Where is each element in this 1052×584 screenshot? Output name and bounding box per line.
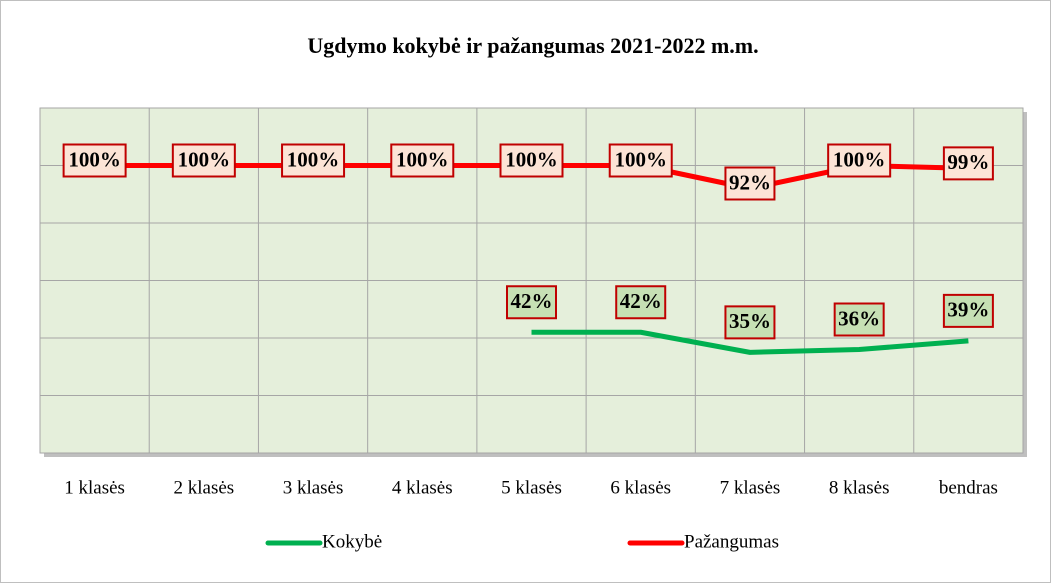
- data-label: 100%: [614, 147, 667, 171]
- data-label-box: [942, 146, 994, 181]
- data-label: 100%: [287, 147, 340, 171]
- data-label: 100%: [833, 147, 886, 171]
- data-label: 39%: [947, 298, 989, 322]
- data-label-box: [608, 143, 673, 178]
- data-label-box: [833, 302, 885, 337]
- data-label: 35%: [729, 309, 771, 333]
- x-tick-label: 6 klasės: [610, 477, 671, 498]
- data-label-box: [506, 285, 557, 320]
- data-label-box: [499, 143, 564, 178]
- data-label-box: [62, 143, 127, 178]
- data-label: 42%: [620, 289, 662, 313]
- legend-label: Pažangumas: [684, 531, 779, 552]
- data-label: 100%: [178, 147, 231, 171]
- data-label: 100%: [505, 147, 558, 171]
- data-label-box: [615, 285, 667, 320]
- data-label: 100%: [396, 147, 449, 171]
- x-tick-label: 4 klasės: [392, 477, 453, 498]
- x-tick-label: 3 klasės: [283, 477, 344, 498]
- data-label: 99%: [947, 150, 989, 174]
- data-label-box: [171, 143, 236, 178]
- x-tick-label: 2 klasės: [173, 477, 234, 498]
- x-tick-label: 1 klasės: [64, 477, 125, 498]
- data-label: 92%: [729, 170, 771, 194]
- x-tick-label: 5 klasės: [501, 477, 562, 498]
- x-tick-label: 8 klasės: [829, 477, 890, 498]
- data-label: 100%: [68, 147, 121, 171]
- data-label-box: [942, 293, 994, 328]
- data-label: 42%: [511, 289, 553, 313]
- data-label-box: [390, 143, 455, 178]
- x-tick-label: bendras: [939, 477, 998, 498]
- x-tick-label: 7 klasės: [720, 477, 781, 498]
- data-label-box: [724, 166, 776, 201]
- legend-label: Kokybė: [322, 531, 382, 552]
- data-label: 36%: [838, 306, 880, 330]
- data-label-box: [281, 143, 346, 178]
- chart-title: Ugdymo kokybė ir pažangumas 2021-2022 m.…: [307, 33, 758, 58]
- data-label-box: [724, 305, 776, 340]
- series-line: [531, 329, 969, 355]
- data-label-box: [827, 143, 892, 178]
